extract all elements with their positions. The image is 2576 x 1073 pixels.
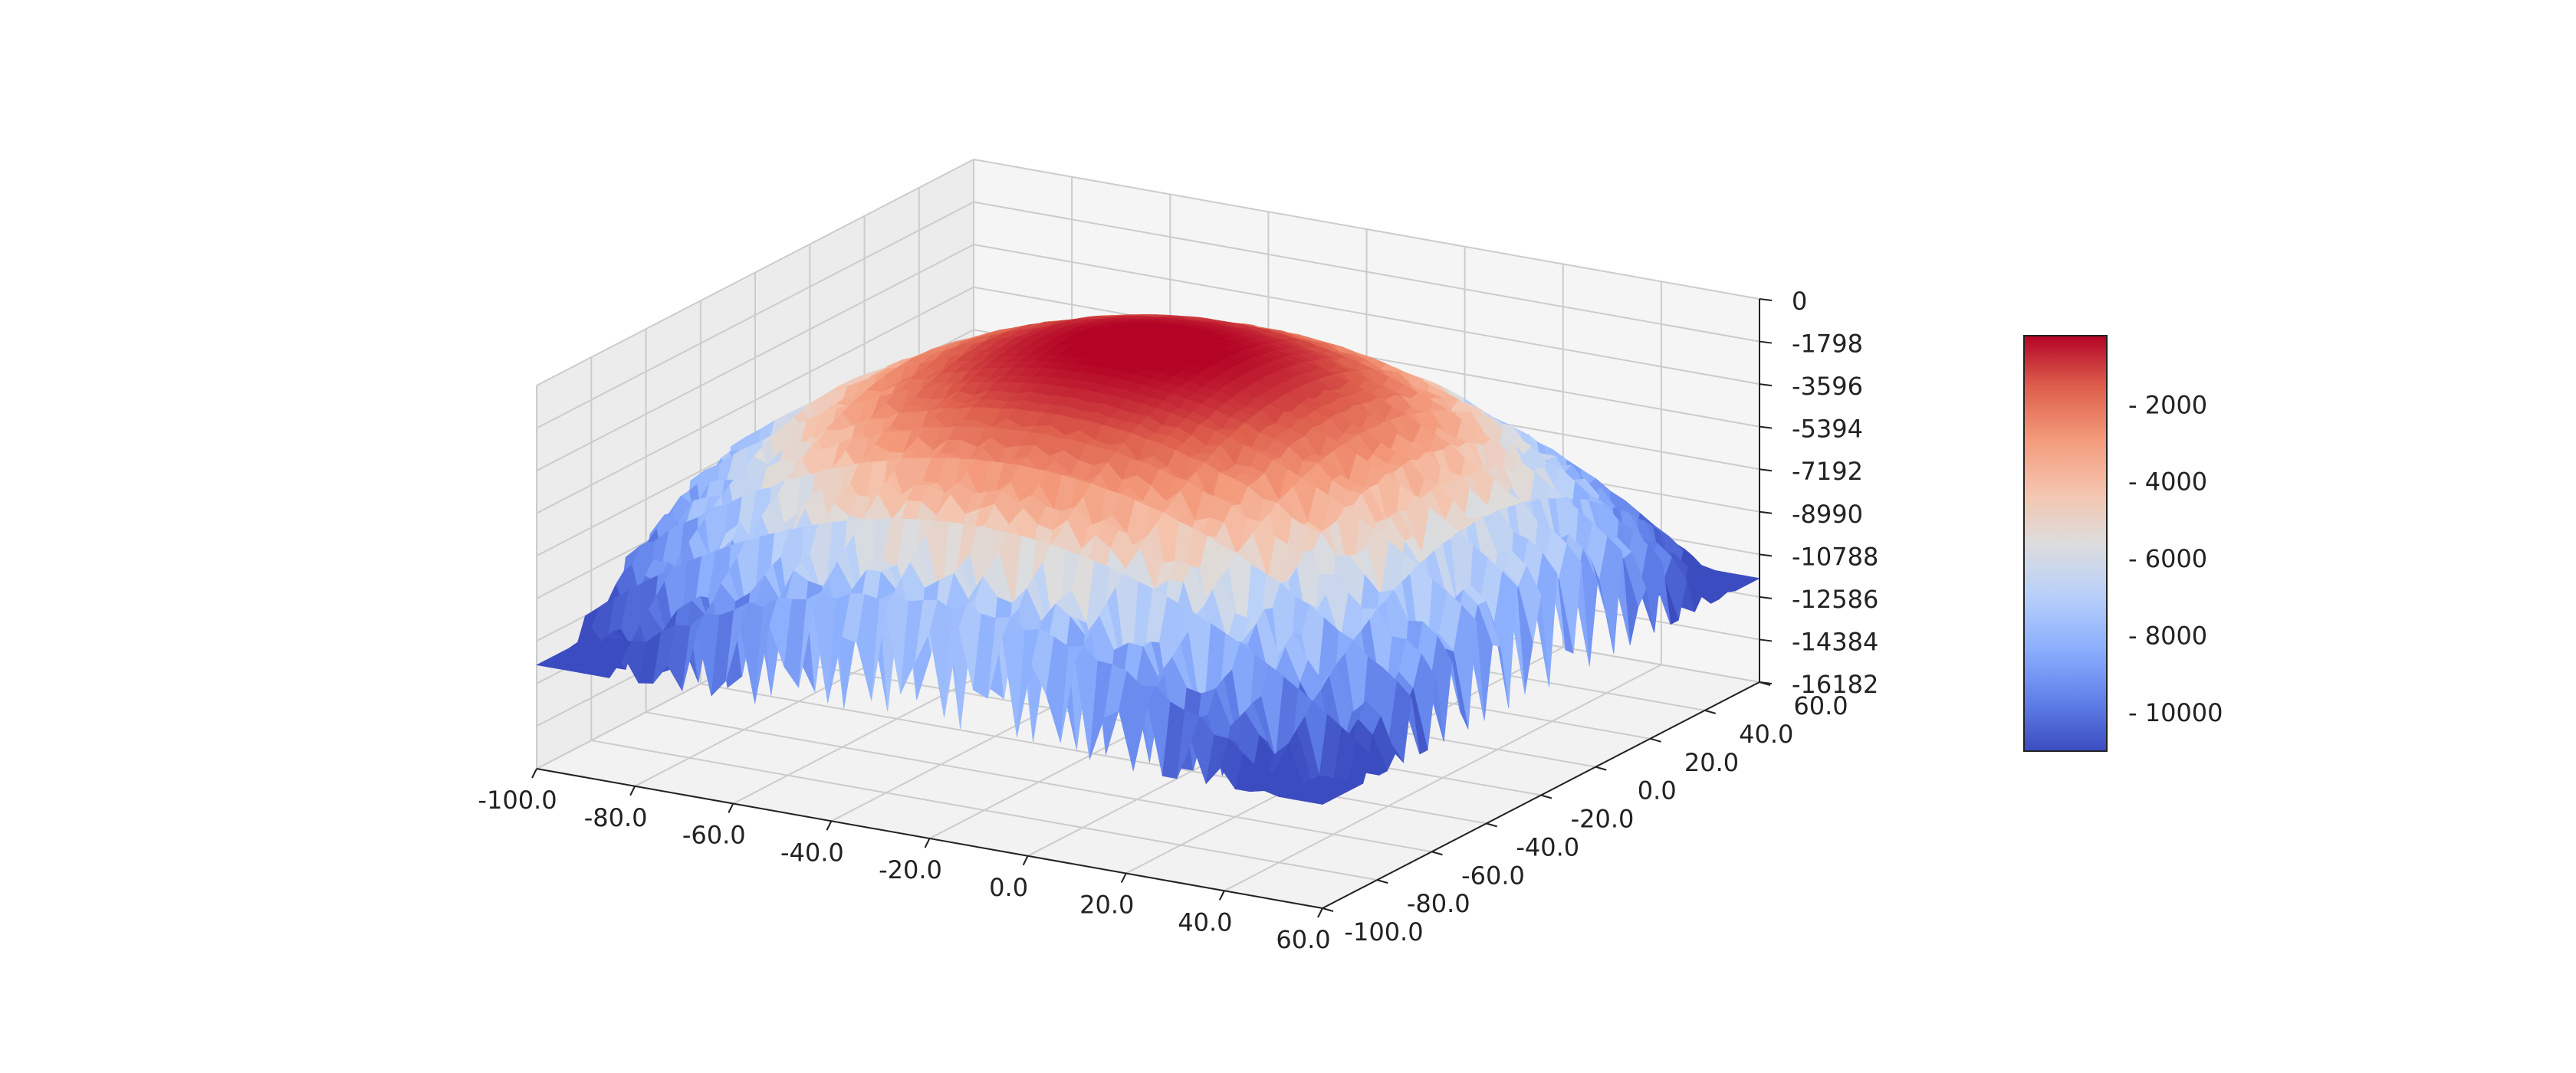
x-tick — [728, 803, 734, 813]
grid-line — [536, 201, 974, 429]
z-tick — [1759, 383, 1773, 387]
grid-line — [591, 740, 1378, 881]
grid-line — [973, 159, 1760, 300]
grid-line — [536, 286, 974, 514]
y-tick-label: -80.0 — [1407, 889, 1470, 918]
z-tick — [1759, 553, 1773, 557]
y-tick — [1376, 879, 1388, 884]
y-tick — [1431, 851, 1443, 856]
y-tick-label: -40.0 — [1516, 832, 1579, 861]
grid-line — [700, 683, 1487, 825]
x-tick-label: 60.0 — [1276, 925, 1330, 954]
z-tick — [1759, 298, 1773, 301]
y-tick-label: 0.0 — [1638, 776, 1677, 806]
y-tick-label: -100.0 — [1344, 917, 1423, 947]
x-tick-label: -60.0 — [682, 821, 746, 850]
y-tick — [1650, 737, 1661, 743]
grid-line — [973, 201, 1760, 343]
z-tick — [1759, 425, 1773, 429]
y-tick — [1595, 766, 1607, 771]
z-tick-label: -5394 — [1792, 415, 1863, 444]
y-tick-label: -20.0 — [1571, 805, 1635, 834]
x-tick — [1317, 907, 1323, 918]
z-tick-label: 0 — [1792, 287, 1807, 316]
z-tick — [1759, 596, 1773, 599]
z-tick-label: -3596 — [1792, 372, 1863, 401]
grid-line — [646, 711, 1432, 853]
colorbar-tick-label: - 2000 — [2128, 390, 2207, 419]
z-tick-label: -8990 — [1792, 500, 1863, 529]
grid-line — [536, 244, 974, 471]
surface-facet — [1307, 797, 1332, 805]
colorbar-tick-label: - 6000 — [2128, 544, 2207, 573]
x-tick-label: -100.0 — [478, 786, 557, 815]
z-tick-label: -14384 — [1792, 627, 1878, 656]
x-tick — [1120, 873, 1127, 883]
z-tick-label: -10788 — [1792, 542, 1878, 571]
z-tick — [1759, 638, 1773, 642]
z-tick — [1759, 681, 1773, 684]
y-tick-label: -60.0 — [1461, 861, 1525, 890]
x-tick-label: -80.0 — [584, 803, 648, 832]
z-axis: 0 -1798 -3596 -5394 -7192 -8990 -10788 -12586 -1… — [1759, 287, 1878, 699]
grid-line — [536, 159, 974, 386]
y-tick — [1322, 907, 1334, 912]
colorbar-tick-label: - 8000 — [2128, 621, 2207, 650]
colorbar-tick-label: - 10000 — [2128, 698, 2223, 727]
y-tick-label: 40.0 — [1739, 720, 1793, 749]
y-axis: -100.0-80.0-60.0-40.0-20.00.020.040.060.… — [1322, 681, 1848, 947]
x-tick-label: -40.0 — [780, 838, 844, 867]
x-tick — [629, 786, 636, 796]
x-tick-label: 20.0 — [1079, 891, 1134, 920]
y-tick — [1540, 794, 1552, 799]
x-tick — [924, 838, 931, 848]
x-axis: -100.0 -80.0 -60.0 -40.0 -20.0 0.0 20.0 40.0 60.… — [478, 768, 1331, 954]
x-tick — [1022, 855, 1029, 866]
surface-mesh — [536, 314, 1760, 805]
y-tick-label: 20.0 — [1684, 748, 1739, 777]
y-tick — [1704, 709, 1717, 714]
x-tick — [531, 768, 537, 779]
x-tick — [1218, 890, 1225, 901]
x-tick-label: 0.0 — [989, 873, 1028, 902]
z-tick — [1759, 510, 1773, 514]
colorbar: - 2000 - 4000 - 6000 - 8000 - 10000 — [2023, 335, 2223, 752]
colorbar-gradient — [2023, 335, 2108, 752]
z-tick-label: -7192 — [1792, 457, 1863, 486]
y-tick — [1486, 822, 1498, 828]
y-tick-label: 60.0 — [1793, 691, 1848, 720]
z-tick — [1759, 468, 1773, 472]
x-tick-label: -20.0 — [879, 855, 942, 884]
z-tick-label: -1798 — [1792, 330, 1863, 359]
z-tick-label: -12586 — [1792, 585, 1878, 614]
z-tick-label: -16182 — [1792, 670, 1878, 699]
x-tick — [826, 820, 833, 831]
colorbar-tick-label: - 4000 — [2128, 468, 2207, 497]
z-tick — [1759, 340, 1773, 344]
x-tick-label: 40.0 — [1178, 907, 1232, 937]
grid-line — [973, 244, 1760, 386]
